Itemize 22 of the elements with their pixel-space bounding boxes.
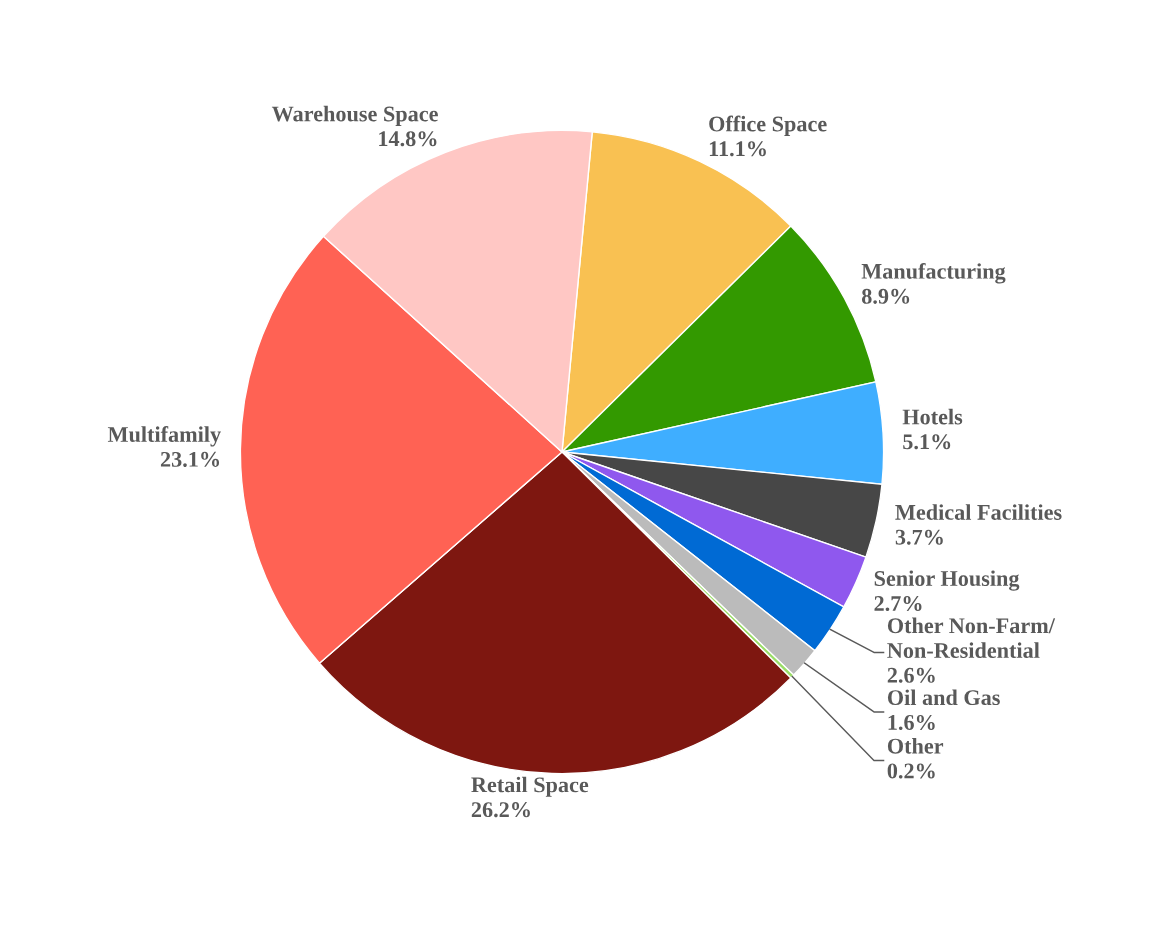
slice-label: Manufacturing bbox=[861, 262, 1006, 284]
data-label: 1.6% bbox=[888, 714, 935, 730]
data-label: 26.2% bbox=[471, 802, 530, 818]
data-label: 0.2% bbox=[887, 763, 935, 779]
data-label: 11.1% bbox=[709, 141, 766, 157]
slice-label: Oil and Gas bbox=[887, 689, 1000, 706]
slice-label: Multifamily bbox=[107, 426, 221, 447]
data-label: 3.7% bbox=[895, 529, 943, 545]
slice-label: Hotels bbox=[902, 408, 963, 425]
slice-label: Warehouse Space bbox=[271, 105, 438, 126]
data-label: 8.9% bbox=[861, 288, 910, 304]
slice-label: Other Non-Farm/ Non-Residential bbox=[887, 617, 1056, 658]
slice-label: Other bbox=[887, 738, 944, 754]
slice-label: Retail Space bbox=[471, 776, 589, 797]
data-label: 2.7% bbox=[874, 595, 922, 612]
data-label: 5.1% bbox=[903, 434, 951, 450]
slice-label: Senior Housing bbox=[874, 570, 1020, 591]
slice-label: Medical Facilities bbox=[895, 504, 1062, 520]
slice-label: Office Space bbox=[709, 115, 827, 136]
data-label: 23.1% bbox=[160, 451, 220, 467]
data-label: 14.8% bbox=[379, 131, 437, 147]
data-label: 2.6% bbox=[887, 667, 935, 683]
